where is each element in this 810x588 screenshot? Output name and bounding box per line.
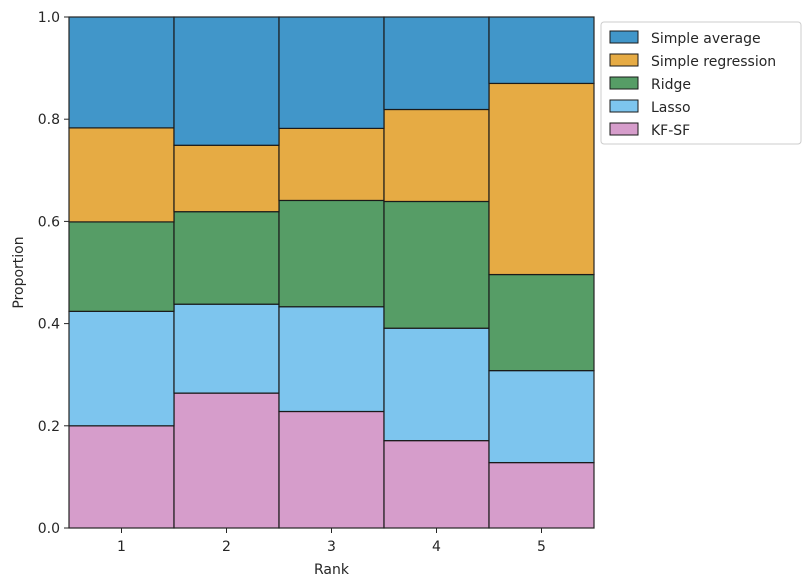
x-tick-label: 5 [537, 539, 546, 555]
bar-segment-lasso-rank-4 [383, 327, 490, 442]
legend-swatch [609, 99, 639, 113]
legend-swatch [609, 76, 639, 90]
y-axis-label: Proportion [11, 236, 27, 308]
y-tick-label: 0.2 [38, 419, 60, 435]
bars-group [68, 16, 595, 529]
y-tick-label: 0.6 [38, 214, 60, 230]
bar-segment-simple-regression-rank-3 [278, 127, 385, 202]
bar-segment-simple-regression-rank-1 [68, 127, 175, 223]
bar-segment-ridge-rank-1 [68, 221, 175, 312]
x-tick-label: 1 [117, 539, 126, 555]
bar-segment-kf-sf-rank-1 [68, 425, 175, 529]
bar-segment-simple-average-rank-3 [278, 16, 385, 129]
bar-segment-kf-sf-rank-2 [173, 392, 280, 529]
bar-segment-simple-average-rank-1 [68, 16, 175, 129]
bar-segment-simple-regression-rank-2 [173, 144, 280, 213]
legend-box [600, 21, 802, 145]
y-tick-label: 1.0 [38, 10, 60, 26]
legend-entry-label: Simple regression [651, 54, 776, 70]
bar-segment-ridge-rank-3 [278, 199, 385, 308]
legend-entry-label: Lasso [651, 100, 691, 116]
y-tick-label: 0.0 [38, 521, 60, 537]
legend-entry-label: KF-SF [651, 123, 690, 139]
bar-segment-lasso-rank-5 [488, 370, 595, 464]
bar-segment-simple-regression-rank-4 [383, 108, 490, 203]
bar-segment-lasso-rank-1 [68, 310, 175, 427]
bar-segment-ridge-rank-2 [173, 211, 280, 305]
legend-swatch [609, 122, 639, 136]
legend-entry-label: Simple average [651, 31, 761, 47]
bar-segment-kf-sf-rank-5 [488, 461, 595, 529]
x-tick-label: 3 [327, 539, 336, 555]
legend-swatch [609, 53, 639, 67]
bar-segment-ridge-rank-5 [488, 273, 595, 372]
legend-entry-label: Ridge [651, 77, 691, 93]
bar-segment-lasso-rank-2 [173, 303, 280, 394]
bar-segment-simple-regression-rank-5 [488, 82, 595, 276]
bar-segment-kf-sf-rank-4 [383, 440, 490, 529]
bar-segment-lasso-rank-3 [278, 306, 385, 413]
bar-segment-ridge-rank-4 [383, 200, 490, 329]
y-tick-label: 0.4 [38, 317, 60, 333]
bar-segment-simple-average-rank-2 [173, 16, 280, 146]
axes-group: 0.0 0.2 0.4 0.6 0.8 1.0 1 2 3 4 5 [38, 10, 595, 555]
legend-swatch [609, 30, 639, 44]
bar-segment-simple-average-rank-5 [488, 16, 595, 85]
bar-segment-kf-sf-rank-3 [278, 410, 385, 529]
x-tick-label: 2 [222, 539, 231, 555]
x-axis-label: Rank [314, 562, 350, 578]
legend: Simple average Simple regression Ridge Lass… [600, 21, 802, 145]
y-tick-label: 0.8 [38, 112, 60, 128]
x-tick-label: 4 [432, 539, 441, 555]
bar-segment-simple-average-rank-4 [383, 16, 490, 111]
